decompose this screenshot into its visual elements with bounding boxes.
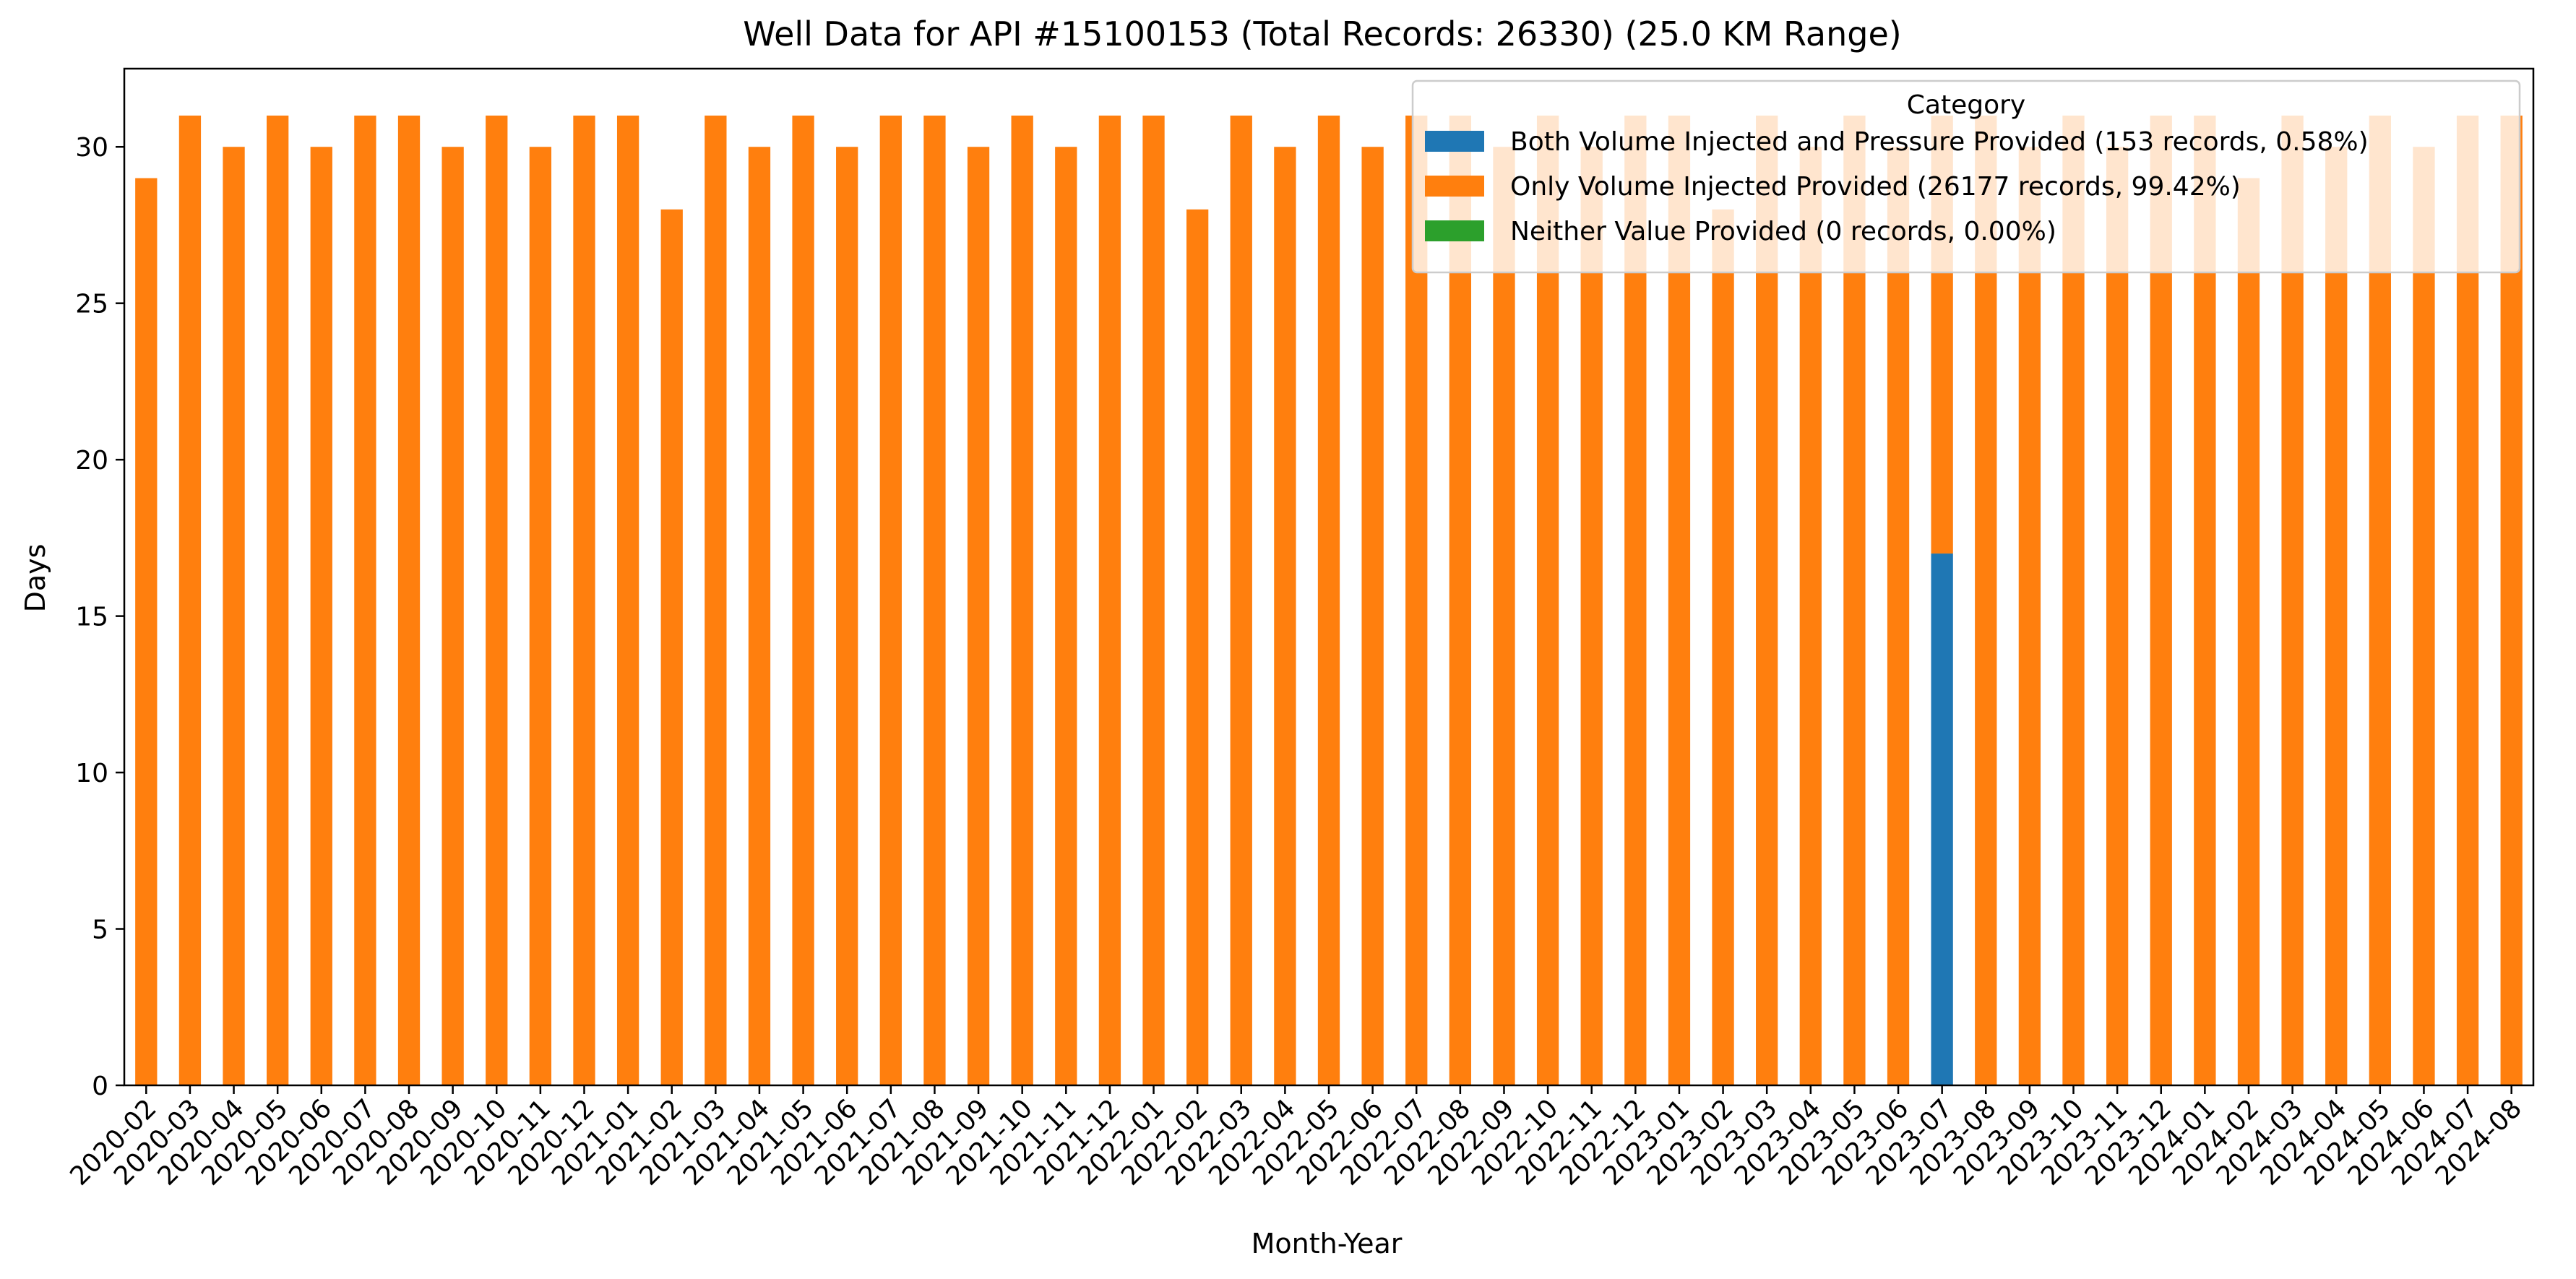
bar-2021-02-series-1: [660, 209, 683, 1085]
bar-2022-05-series-1: [1317, 115, 1340, 1085]
bar-2021-11-series-1: [1055, 147, 1077, 1086]
bar-2021-06-series-1: [836, 147, 858, 1086]
legend-entry-label: Only Volume Injected Provided (26177 rec…: [1510, 172, 2241, 202]
bar-2024-02-series-1: [2237, 178, 2260, 1085]
legend: Category Both Volume Injected and Pressur…: [1411, 79, 2521, 274]
bar-2022-08-series-1: [1449, 115, 1472, 1085]
y-tick-label: 25: [75, 290, 108, 319]
bar-2023-09-series-1: [2018, 147, 2041, 1086]
bar-2024-04-series-1: [2325, 147, 2348, 1086]
bar-2021-12-series-1: [1098, 115, 1121, 1085]
x-axis-label: Month-Year: [1252, 1228, 1403, 1259]
bar-2020-04-series-1: [223, 147, 245, 1086]
bar-2024-01-series-1: [2194, 115, 2216, 1085]
bar-2023-12-series-1: [2150, 115, 2172, 1085]
bar-2020-10-series-1: [486, 115, 508, 1085]
y-tick-label: 5: [92, 916, 108, 945]
bar-2021-08-series-1: [923, 115, 946, 1085]
legend-swatch: [1425, 176, 1484, 197]
bar-2020-02-series-1: [135, 178, 158, 1085]
bar-2022-12-series-1: [1624, 115, 1647, 1085]
bar-2022-11-series-1: [1580, 147, 1603, 1086]
y-tick-label: 30: [75, 133, 108, 163]
bar-2023-07-series-0: [1931, 554, 1953, 1085]
bar-2023-05-series-1: [1843, 115, 1866, 1085]
bar-2024-08-series-1: [2500, 115, 2523, 1085]
bar-2020-08-series-1: [397, 115, 421, 1085]
bar-2022-06-series-1: [1361, 147, 1384, 1086]
bar-2021-09-series-1: [967, 147, 990, 1086]
bar-2022-04-series-1: [1274, 147, 1296, 1086]
bar-2023-03-series-1: [1756, 115, 1778, 1085]
bar-2023-10-series-1: [2062, 115, 2085, 1085]
y-tick-label: 20: [75, 446, 108, 475]
bar-2021-05-series-1: [792, 115, 814, 1085]
bar-2023-06-series-1: [1887, 147, 1910, 1086]
bar-2020-11-series-1: [529, 147, 552, 1086]
bar-2022-01-series-1: [1142, 115, 1165, 1085]
legend-entry-label: Both Volume Injected and Pressure Provid…: [1510, 127, 2369, 157]
y-tick-label: 15: [75, 603, 108, 632]
bar-2022-10-series-1: [1536, 115, 1559, 1085]
y-tick-label: 0: [92, 1072, 108, 1101]
bar-2020-03-series-1: [178, 115, 202, 1085]
bar-2022-09-series-1: [1493, 147, 1515, 1086]
bar-2024-06-series-1: [2413, 147, 2435, 1086]
bar-2020-05-series-1: [267, 115, 289, 1085]
bar-2024-05-series-1: [2369, 115, 2391, 1085]
bar-2021-03-series-1: [705, 115, 727, 1085]
bars-layer: [135, 115, 2523, 1086]
bar-2023-01-series-1: [1668, 115, 1691, 1085]
legend-swatch: [1425, 220, 1484, 241]
legend-entry-label: Neither Value Provided (0 records, 0.00%…: [1510, 217, 2056, 246]
bar-2020-07-series-1: [354, 115, 376, 1085]
bar-2023-08-series-1: [1975, 115, 1997, 1085]
legend-title: Category: [1907, 90, 2025, 120]
bar-2022-02-series-1: [1186, 209, 1209, 1085]
bar-2020-06-series-1: [310, 147, 332, 1086]
bar-2024-07-series-1: [2456, 115, 2479, 1085]
bar-2024-03-series-1: [2281, 115, 2304, 1085]
legend-box: [1411, 79, 2521, 274]
bar-2023-11-series-1: [2106, 147, 2129, 1086]
bar-2020-09-series-1: [441, 147, 464, 1086]
y-axis-label: Days: [20, 544, 51, 613]
legend-swatch: [1425, 131, 1484, 152]
bar-2022-07-series-1: [1405, 115, 1428, 1085]
bar-2022-03-series-1: [1230, 115, 1252, 1085]
bar-2020-12-series-1: [573, 115, 595, 1085]
bar-2023-02-series-1: [1712, 209, 1734, 1085]
bar-2021-10-series-1: [1011, 115, 1033, 1085]
bar-2023-04-series-1: [1799, 147, 1822, 1086]
bar-2021-07-series-1: [879, 115, 902, 1085]
bar-2021-01-series-1: [616, 115, 639, 1085]
y-tick-label: 10: [75, 759, 108, 788]
chart-title: Well Data for API #15100153 (Total Recor…: [743, 14, 1901, 53]
plot-frame: [123, 67, 2535, 1087]
bar-2021-04-series-1: [748, 147, 771, 1086]
